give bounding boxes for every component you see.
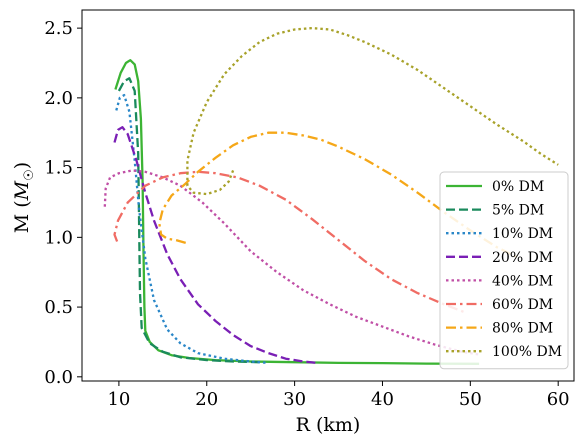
y-tick-label: 1.5 xyxy=(44,158,73,179)
y-axis-label-close: ) xyxy=(11,162,33,169)
series-line-6 xyxy=(158,131,521,260)
legend-box xyxy=(439,171,569,370)
series-line-7 xyxy=(186,26,559,196)
x-tick-label: 40 xyxy=(371,389,394,410)
series-line-1 xyxy=(117,77,260,364)
legend-entry-label: 20% DM xyxy=(492,250,553,266)
legend-entry-label: 5% DM xyxy=(492,203,544,219)
x-tick-label: 20 xyxy=(195,389,218,410)
legend-entry-label: 80% DM xyxy=(492,321,553,337)
legend: 0% DM 5% DM 10% DM 20% DM 40% DM 60% DM 80% DM… xyxy=(439,171,569,370)
legend-entry-label: 10% DM xyxy=(492,226,553,242)
legend-entry-label: 60% DM xyxy=(492,297,553,313)
legend-entry-label: 40% DM xyxy=(492,273,553,289)
series-layer xyxy=(103,26,559,365)
ticks-layer: 10 20 30 40 50 60 0.0 0.5 1.0 1.5 2.0 2.5 xyxy=(44,18,569,410)
y-axis-label-main: M ( xyxy=(11,200,33,233)
x-axis-label: R (km) xyxy=(296,414,361,436)
legend-entry-label: 100% DM xyxy=(492,344,562,360)
x-tick-label: 10 xyxy=(107,389,130,410)
series-line-2 xyxy=(115,93,269,365)
series-line-3 xyxy=(113,126,317,365)
legend-entry-label: 0% DM xyxy=(492,179,544,195)
x-tick-label: 60 xyxy=(547,389,570,410)
y-tick-label: 0.0 xyxy=(44,367,73,388)
x-tick-label: 50 xyxy=(459,389,482,410)
y-tick-label: 2.5 xyxy=(44,18,73,39)
y-axis-label: M (M☉) xyxy=(11,162,37,233)
y-tick-label: 2.0 xyxy=(44,88,73,109)
y-tick-label: 0.5 xyxy=(44,297,73,318)
series-line-0 xyxy=(114,59,480,365)
x-tick-label: 30 xyxy=(283,389,306,410)
y-axis-label-sub: ☉ xyxy=(22,169,37,181)
y-axis-label-unit: M xyxy=(11,180,33,201)
plot-frame xyxy=(81,9,575,382)
series-line-4 xyxy=(103,169,480,356)
y-tick-label: 1.0 xyxy=(44,227,73,248)
series-line-5 xyxy=(113,170,467,314)
